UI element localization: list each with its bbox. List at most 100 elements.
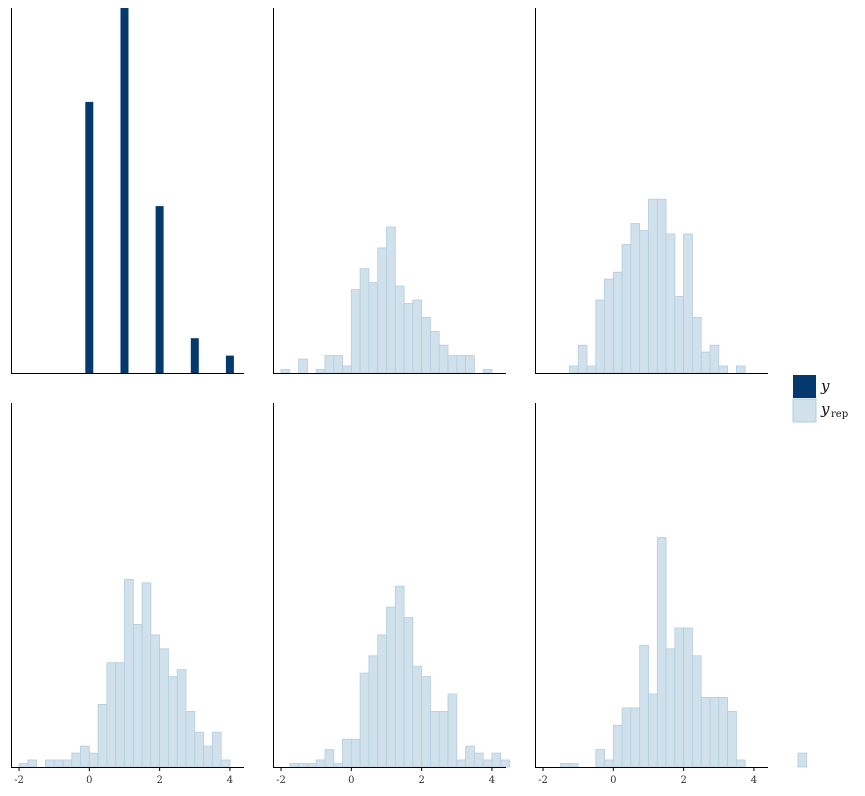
yrep-bin-9	[368, 655, 379, 768]
yrep-bin-1	[298, 763, 308, 768]
yrep-bin-16	[159, 648, 169, 768]
yrep-bin-0	[18, 763, 29, 768]
x-tick-label-0: -2	[276, 775, 286, 786]
y-bar-4	[225, 355, 234, 373]
yrep-bin-12	[674, 296, 684, 374]
panel-2	[273, 8, 506, 374]
yrep-bin-14	[141, 582, 152, 768]
yrep-bin-11	[656, 537, 667, 768]
x-tick-label-3: 4	[489, 775, 495, 786]
yrep-bin-0	[289, 763, 299, 768]
yrep-bin-3	[45, 759, 55, 768]
x-tick-label-3: 4	[227, 775, 233, 786]
yrep-bin-13	[394, 285, 405, 374]
y-bar-0	[85, 101, 94, 374]
yrep-bin-8	[359, 672, 370, 768]
yrep-bin-0	[280, 369, 291, 374]
yrep-bin-3	[595, 299, 605, 374]
yrep-bin-14	[403, 303, 414, 374]
panel-3	[535, 8, 768, 374]
y-bar-2	[155, 206, 164, 373]
yrep-bin-13	[403, 617, 414, 768]
yrep-bin-5	[612, 271, 623, 374]
yrep-bin-22	[211, 731, 222, 768]
yrep-bin-0	[569, 365, 579, 374]
yrep-bin-18	[718, 697, 728, 768]
yrep-bin-15	[412, 299, 422, 374]
yrep-bin-19	[736, 365, 746, 374]
yrep-bin-19	[456, 759, 466, 768]
legend-label-yrep: y	[820, 400, 830, 418]
yrep-bin-15	[692, 655, 702, 768]
yrep-bin-12	[665, 648, 676, 768]
x-tick-label-1: 0	[348, 775, 354, 786]
yrep-bin-21	[203, 745, 213, 768]
yrep-bin-11	[115, 662, 125, 768]
yrep-bin-4	[604, 278, 614, 374]
yrep-bin-19	[185, 711, 196, 768]
y-bar-3	[190, 338, 199, 373]
yrep-bin-2	[298, 358, 308, 374]
yrep-bin-15	[421, 676, 431, 768]
yrep-bin-4	[53, 759, 64, 768]
yrep-bin-23	[491, 752, 502, 768]
x-tick-label-2: 2	[680, 775, 686, 786]
legend-swatch-y	[793, 375, 816, 398]
yrep-bin-11	[386, 606, 396, 768]
yrep-bin-1	[569, 763, 579, 768]
yrep-bin-12	[394, 585, 405, 768]
yrep-bin-11	[377, 247, 387, 374]
yrep-bin-20	[465, 745, 475, 768]
yrep-bin-17	[167, 676, 178, 768]
yrep-bin-14	[683, 627, 693, 768]
yrep-bin-0	[560, 763, 570, 768]
yrep-bin-6	[342, 738, 352, 768]
yrep-bin-7	[621, 707, 632, 768]
yrep-bin-23	[220, 759, 231, 768]
yrep-bin-10	[368, 282, 379, 374]
yrep-bin-15	[150, 634, 161, 768]
x-tick-label-2: 2	[418, 775, 424, 786]
yrep-bin-10	[656, 198, 667, 374]
yrep-bin-16	[421, 316, 431, 374]
yrep-bin-22	[482, 759, 493, 768]
yrep-bin-4	[315, 369, 326, 374]
yrep-bin-6	[621, 243, 632, 374]
yrep-bin-16	[709, 344, 720, 374]
yrep-bin-7	[80, 745, 90, 768]
yrep-bin-1	[577, 344, 588, 374]
yrep-bin-17	[438, 711, 449, 768]
yrep-bin-24	[500, 759, 510, 768]
yrep-bin-15	[700, 351, 711, 374]
x-tick-label-1: 0	[86, 775, 92, 786]
yrep-bin-7	[630, 223, 641, 374]
yrep-bin-17	[429, 330, 440, 374]
legend-label-y: y	[820, 377, 830, 395]
x-tick-label-2: 2	[156, 775, 162, 786]
yrep-bin-13	[683, 233, 693, 374]
yrep-bin-18	[176, 669, 187, 768]
panels-group: -2 0 2 4 -2 0 2 4 -2 0 2 4	[11, 8, 808, 786]
yrep-bin-4	[595, 749, 605, 768]
yrep-bin-3	[315, 759, 326, 768]
yrep-bin-9	[97, 704, 108, 768]
yrep-bin-5	[62, 759, 73, 768]
legend-swatch-yrep	[792, 398, 817, 423]
yrep-bin-6	[612, 724, 623, 768]
legend-label-yrep-sub: rep	[831, 409, 848, 420]
yrep-bin-5	[324, 355, 335, 374]
yrep-bin-5	[604, 759, 614, 768]
x-tick-label-0: -2	[538, 775, 548, 786]
y-bar-1	[120, 8, 129, 373]
yrep-bin-19	[727, 711, 737, 768]
yrep-bin-2	[586, 365, 597, 374]
yrep-bin-14	[412, 665, 422, 768]
panel-6: -2 0 2 4	[535, 403, 808, 786]
yrep-bin-10	[377, 634, 387, 768]
x-tick-label-3: 4	[751, 775, 757, 786]
yrep-bin-21	[473, 752, 484, 768]
yrep-bin-8	[639, 230, 649, 374]
panel-4: -2 0 2 4	[11, 403, 244, 786]
yrep-bin-20	[194, 731, 205, 768]
